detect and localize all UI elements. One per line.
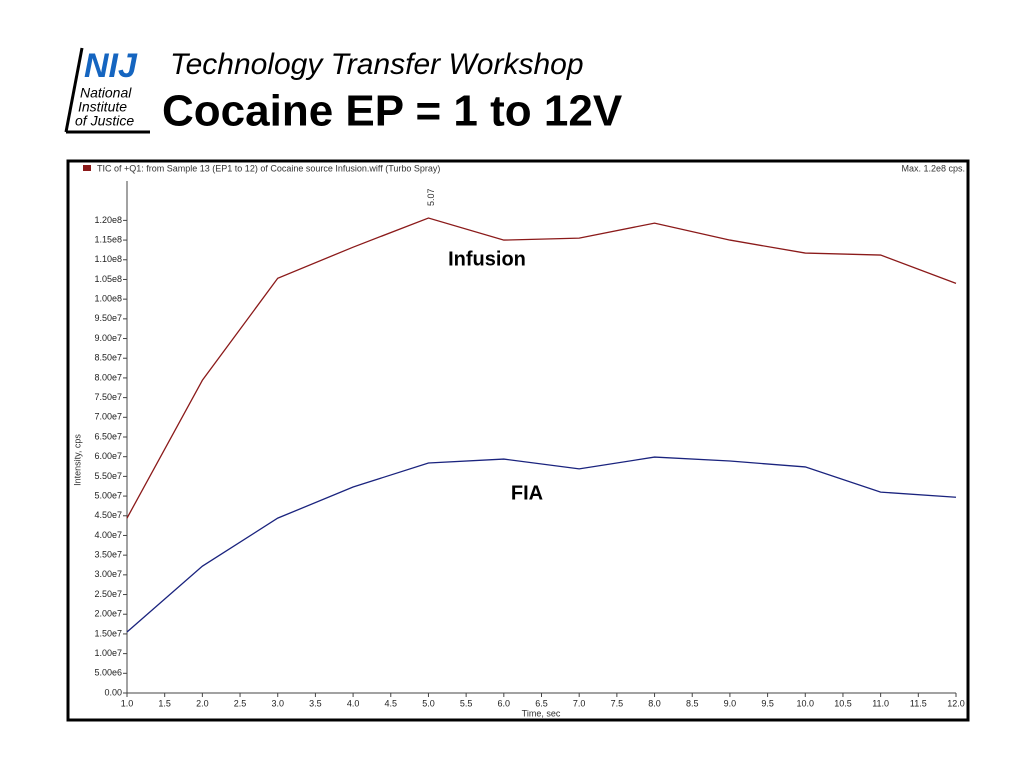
x-tick-label: 8.0	[648, 698, 661, 708]
x-axis-label: Time, sec	[522, 708, 561, 718]
series-line	[126, 456, 957, 633]
x-tick-label: 6.5	[535, 698, 548, 708]
slide-subtitle: Technology Transfer Workshop	[170, 48, 584, 81]
x-tick-label: 1.0	[121, 698, 134, 708]
y-tick-label: 5.00e7	[94, 490, 122, 500]
y-tick-label: 1.00e8	[94, 294, 122, 304]
x-tick-label: 11.5	[910, 698, 927, 708]
y-tick-label: 8.00e7	[94, 372, 122, 382]
y-tick-label: 5.50e7	[94, 471, 122, 481]
x-tick-label: 1.5	[158, 698, 171, 708]
series-label: Infusion	[448, 248, 526, 270]
y-tick-label: 8.50e7	[94, 353, 122, 363]
x-tick-label: 4.5	[385, 698, 398, 708]
y-tick-label: 6.50e7	[94, 431, 122, 441]
slide-title: Cocaine EP = 1 to 12V	[162, 87, 623, 136]
max-text: Max. 1.2e8 cps.	[901, 163, 965, 173]
x-tick-label: 7.5	[611, 698, 624, 708]
y-tick-label: 4.00e7	[94, 530, 122, 540]
y-tick-label: 0.00	[104, 687, 122, 697]
y-tick-label: 1.50e7	[94, 628, 122, 638]
x-tick-label: 9.0	[724, 698, 737, 708]
x-tick-label: 5.5	[460, 698, 473, 708]
logo-text: of Justice	[75, 113, 134, 129]
x-tick-label: 7.0	[573, 698, 586, 708]
y-tick-label: 2.00e7	[94, 609, 122, 619]
x-tick-label: 3.5	[309, 698, 322, 708]
x-tick-label: 3.0	[271, 698, 284, 708]
y-tick-label: 1.05e8	[94, 274, 122, 284]
y-tick-label: 7.50e7	[94, 392, 122, 402]
series-line	[126, 217, 957, 519]
y-tick-label: 3.50e7	[94, 550, 122, 560]
peak-label: 5.07	[426, 188, 436, 206]
y-tick-label: 6.00e7	[94, 451, 122, 461]
x-tick-label: 12.0	[947, 698, 965, 708]
y-tick-label: 7.00e7	[94, 412, 122, 422]
x-tick-label: 10.5	[834, 698, 852, 708]
x-tick-label: 2.5	[234, 698, 247, 708]
x-tick-label: 4.0	[347, 698, 360, 708]
logo-rule	[64, 47, 84, 133]
y-tick-label: 1.15e8	[94, 234, 122, 244]
x-tick-label: 9.5	[761, 698, 774, 708]
x-tick-label: 11.0	[872, 698, 889, 708]
legend-swatch	[83, 165, 91, 171]
y-tick-label: 1.00e7	[94, 648, 122, 658]
logo-text: Institute	[78, 99, 127, 115]
x-tick-label: 6.0	[498, 698, 511, 708]
y-tick-label: 3.00e7	[94, 569, 122, 579]
y-tick-label: 4.50e7	[94, 510, 122, 520]
y-axis-label: Intensity, cps	[72, 434, 82, 486]
y-tick-label: 2.50e7	[94, 589, 122, 599]
logo-text: National	[80, 85, 132, 101]
y-tick-label: 9.50e7	[94, 313, 122, 323]
chart-frame	[66, 159, 970, 722]
y-tick-label: 1.20e8	[94, 215, 122, 225]
y-tick-label: 5.00e6	[94, 668, 122, 678]
x-tick-label: 2.0	[196, 698, 209, 708]
logo-mark: NIJ	[84, 47, 138, 85]
y-tick-label: 9.00e7	[94, 333, 122, 343]
series-label: FIA	[511, 482, 543, 504]
y-tick-label: 1.10e8	[94, 254, 122, 264]
x-tick-label: 5.0	[422, 698, 435, 708]
legend-text: TIC of +Q1: from Sample 13 (EP1 to 12) o…	[97, 163, 440, 173]
x-tick-label: 8.5	[686, 698, 699, 708]
x-tick-label: 10.0	[797, 698, 815, 708]
